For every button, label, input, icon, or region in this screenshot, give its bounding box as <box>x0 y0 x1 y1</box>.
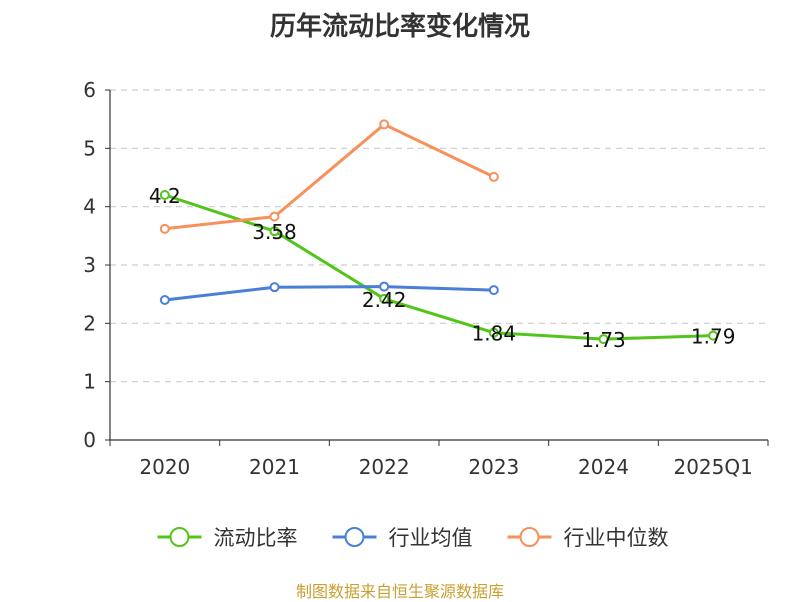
y-tick-label: 5 <box>83 136 96 160</box>
series-line-1 <box>163 285 496 302</box>
legend-marker <box>169 527 190 547</box>
data-point <box>159 223 170 234</box>
y-tick-label: 1 <box>83 370 96 394</box>
legend-label: 流动比率 <box>214 526 298 550</box>
data-point <box>269 211 280 222</box>
data-label: 1.84 <box>472 322 517 346</box>
x-tick-label: 2023 <box>468 455 519 479</box>
data-point <box>708 330 719 341</box>
data-point <box>269 282 280 293</box>
legend-label: 行业中位数 <box>564 526 669 550</box>
y-tick-label: 4 <box>83 195 96 219</box>
y-tick-label: 3 <box>83 253 96 277</box>
legend-item: 行业均值 <box>332 526 473 550</box>
legend-marker <box>519 527 540 547</box>
series-line-0 <box>163 193 715 341</box>
data-label: 2.42 <box>362 288 407 312</box>
series-lines <box>159 119 719 345</box>
data-point <box>159 190 170 200</box>
x-tick-label: 2024 <box>578 455 629 479</box>
legend-item: 流动比率 <box>157 526 298 550</box>
data-label: 1.73 <box>581 328 626 352</box>
data-labels: 4.2 3.58 2.42 1.84 1.73 1.79 <box>149 184 736 352</box>
y-tick-label: 2 <box>83 311 96 335</box>
data-label: 1.79 <box>691 325 736 349</box>
data-point <box>159 295 170 305</box>
y-tick-label: 6 <box>83 78 96 102</box>
source-footer: 制图数据来自恒生聚源数据库 <box>295 582 504 601</box>
data-point <box>379 119 390 130</box>
legend-label: 行业均值 <box>389 526 473 550</box>
y-tick-label: 0 <box>83 428 96 452</box>
series-line-2 <box>163 122 496 231</box>
legend-marker <box>344 527 365 547</box>
data-point <box>488 327 499 338</box>
legend: 流动比率 行业均值 行业中位数 <box>157 526 669 550</box>
x-tick-label: 2022 <box>359 455 410 479</box>
chart-title: 历年流动比率变化情况 <box>269 12 530 42</box>
data-point <box>598 334 609 345</box>
x-tick-label: 2025Q1 <box>673 455 752 479</box>
data-point <box>488 285 499 296</box>
data-point <box>488 171 499 182</box>
axes: 0 1 2 3 4 5 6 2020 2021 2022 2023 2024 2025Q1 <box>83 78 769 479</box>
data-label: 3.58 <box>252 220 297 244</box>
x-tick-label: 2020 <box>139 455 190 479</box>
data-point <box>269 226 280 237</box>
data-point <box>379 293 390 304</box>
data-label: 4.2 <box>149 184 181 208</box>
x-tick-label: 2021 <box>249 455 300 479</box>
legend-item: 行业中位数 <box>507 526 669 550</box>
data-point <box>379 281 390 292</box>
